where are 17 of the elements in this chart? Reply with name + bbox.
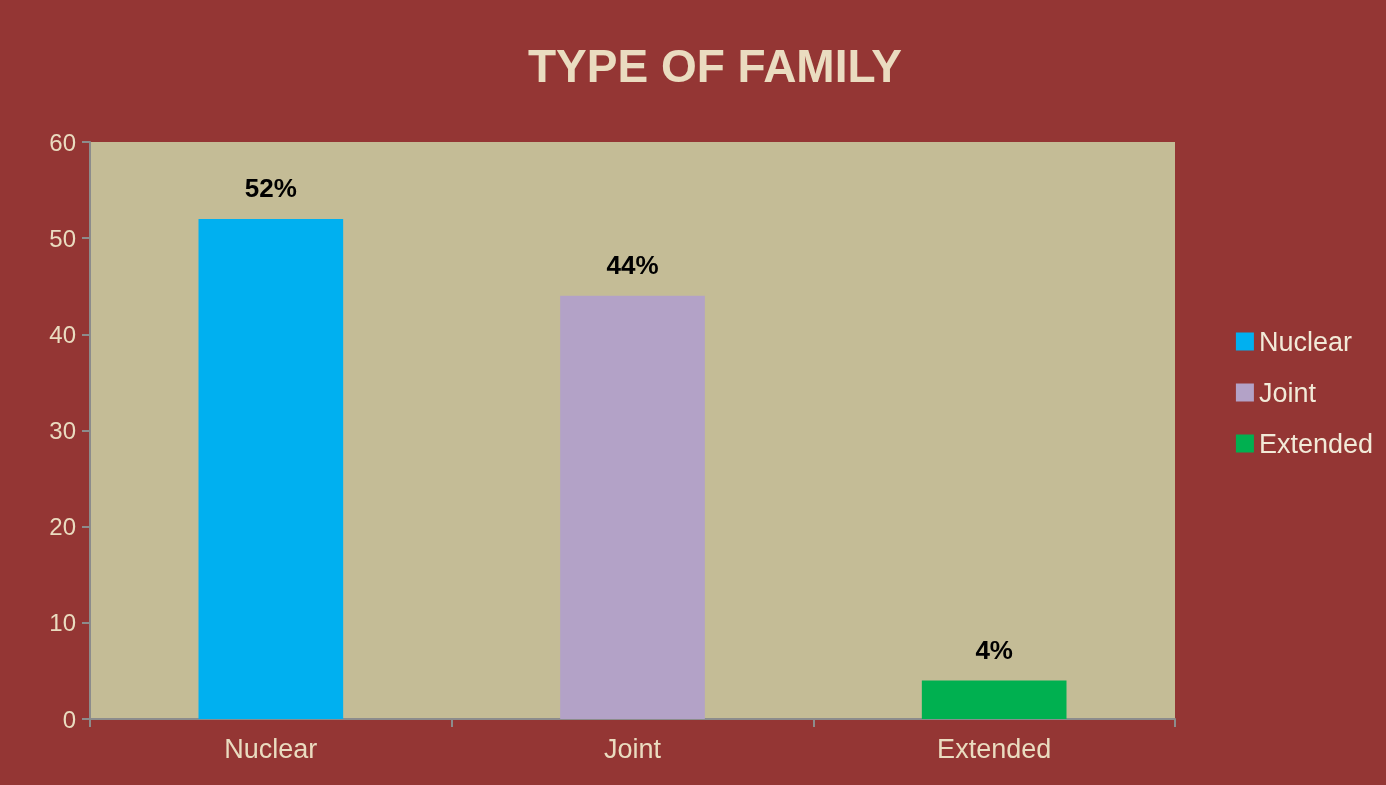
chart-title: TYPE OF FAMILY [527,40,903,92]
legend-label: Nuclear [1258,326,1352,357]
data-label: 4% [975,634,1013,665]
y-tick-label: 40 [49,320,76,348]
legend-label: Joint [1258,377,1317,408]
data-label: 44% [606,249,659,280]
data-label: 52% [244,172,297,203]
x-tick-label: Joint [603,733,662,764]
y-tick-label: 30 [49,417,76,444]
y-tick-label: 20 [49,513,76,541]
legend-label: Extended [1258,428,1373,459]
y-tick-label: 10 [49,609,76,637]
y-tick-label: 0 [62,705,76,733]
x-tick-label: Nuclear [224,733,318,764]
y-tick-label: 50 [49,224,76,252]
x-tick-label: Extended [937,733,1052,764]
y-tick-label: 60 [49,128,76,156]
